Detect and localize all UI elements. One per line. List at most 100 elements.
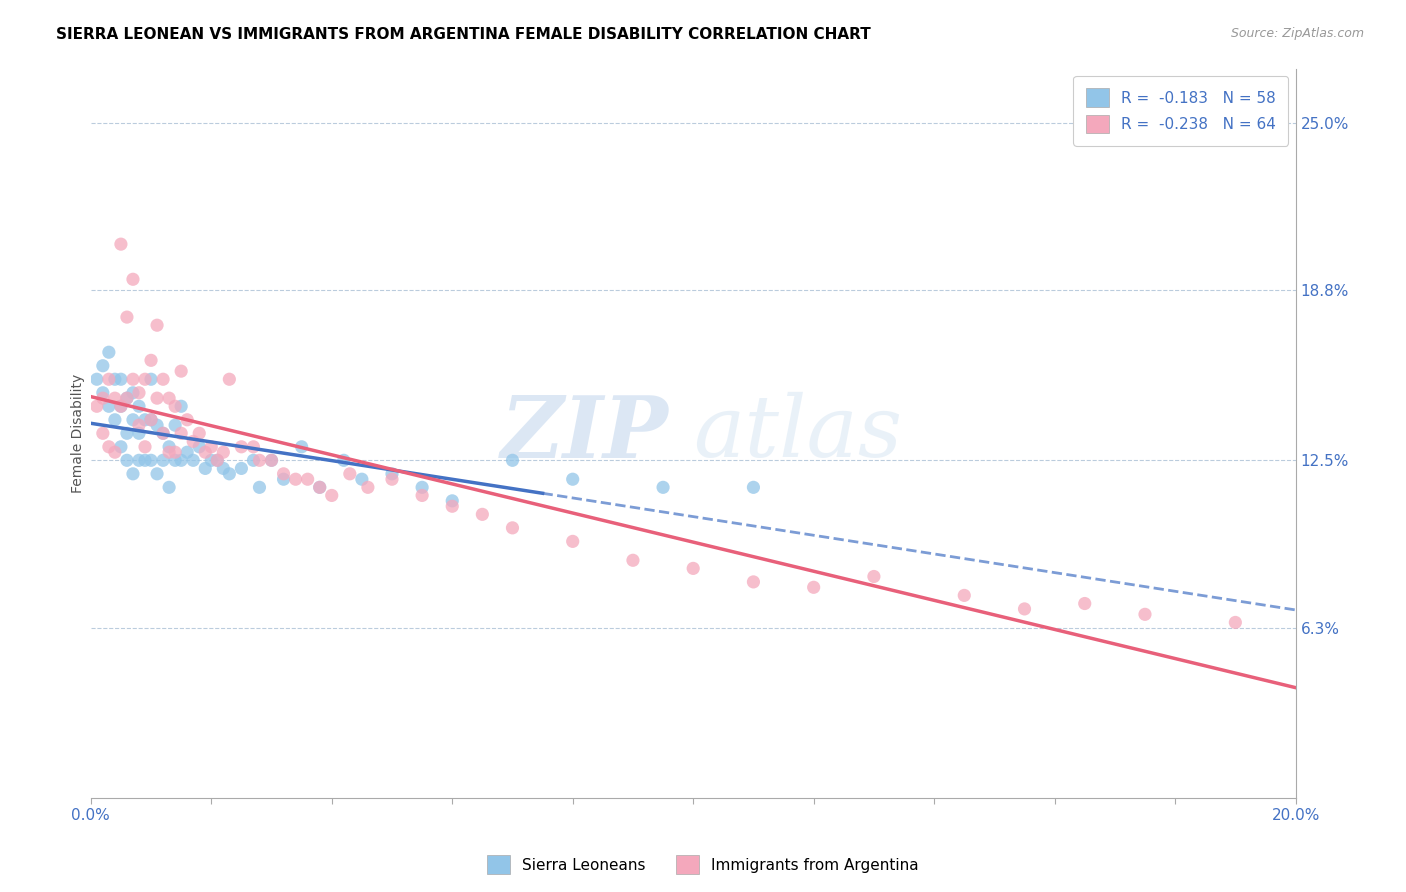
Point [165, 445, 187, 459]
Point [176, 413, 198, 427]
Point [188, 426, 211, 441]
Point [284, 472, 307, 486]
Point [110, 237, 132, 252]
Point [621, 553, 644, 567]
Point [157, 480, 180, 494]
Point [139, 413, 162, 427]
Point [86, 372, 108, 386]
Point [97, 399, 120, 413]
Point [104, 372, 127, 386]
Point [273, 467, 295, 481]
Point [110, 372, 132, 386]
Point [104, 413, 127, 427]
Point [297, 472, 319, 486]
Point [128, 418, 150, 433]
Point [249, 480, 271, 494]
Point [146, 318, 169, 333]
Point [308, 480, 330, 494]
Point [218, 372, 240, 386]
Point [104, 391, 127, 405]
Point [91, 359, 114, 373]
Point [260, 453, 283, 467]
Point [291, 440, 314, 454]
Point [1074, 597, 1097, 611]
Y-axis label: Female Disability: Female Disability [72, 374, 86, 493]
Point [501, 521, 523, 535]
Point [110, 399, 132, 413]
Point [115, 310, 138, 324]
Point [207, 453, 229, 467]
Point [152, 372, 174, 386]
Point [152, 426, 174, 441]
Point [181, 434, 204, 449]
Point [128, 453, 150, 467]
Point [128, 385, 150, 400]
Point [122, 272, 145, 286]
Point [273, 472, 295, 486]
Point [139, 413, 162, 427]
Point [139, 372, 162, 386]
Point [139, 453, 162, 467]
Point [91, 391, 114, 405]
Point [97, 345, 120, 359]
Point [115, 391, 138, 405]
Point [953, 589, 976, 603]
Point [152, 426, 174, 441]
Point [212, 445, 235, 459]
Point [181, 453, 204, 467]
Point [200, 440, 222, 454]
Point [134, 453, 156, 467]
Point [170, 453, 193, 467]
Point [134, 372, 156, 386]
Point [115, 391, 138, 405]
Point [411, 488, 433, 502]
Point [441, 500, 464, 514]
Point [1014, 602, 1036, 616]
Point [308, 480, 330, 494]
Point [115, 453, 138, 467]
Point [146, 467, 169, 481]
Point [139, 353, 162, 368]
Point [194, 445, 217, 459]
Point [231, 461, 253, 475]
Point [110, 399, 132, 413]
Point [212, 461, 235, 475]
Point [146, 418, 169, 433]
Point [122, 467, 145, 481]
Point [122, 385, 145, 400]
Point [134, 440, 156, 454]
Point [249, 453, 271, 467]
Point [188, 440, 211, 454]
Point [471, 508, 494, 522]
Point [86, 399, 108, 413]
Point [176, 445, 198, 459]
Point [561, 472, 583, 486]
Point [157, 391, 180, 405]
Point [652, 480, 675, 494]
Text: Source: ZipAtlas.com: Source: ZipAtlas.com [1230, 27, 1364, 40]
Text: ZIP: ZIP [501, 392, 669, 475]
Point [242, 440, 264, 454]
Point [170, 399, 193, 413]
Point [152, 453, 174, 467]
Point [381, 472, 404, 486]
Point [97, 440, 120, 454]
Point [381, 467, 404, 481]
Point [231, 440, 253, 454]
Point [146, 391, 169, 405]
Legend: Sierra Leoneans, Immigrants from Argentina: Sierra Leoneans, Immigrants from Argenti… [481, 849, 925, 880]
Point [194, 461, 217, 475]
Point [91, 385, 114, 400]
Point [242, 453, 264, 467]
Point [357, 480, 380, 494]
Point [128, 426, 150, 441]
Point [97, 372, 120, 386]
Point [134, 413, 156, 427]
Point [803, 580, 825, 594]
Point [742, 574, 765, 589]
Point [170, 426, 193, 441]
Point [115, 426, 138, 441]
Point [104, 445, 127, 459]
Point [207, 453, 229, 467]
Point [1133, 607, 1156, 622]
